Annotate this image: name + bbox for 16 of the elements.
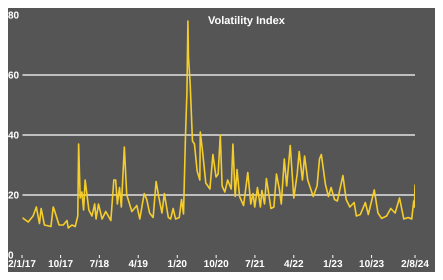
x-tick-label: 10/17	[48, 259, 74, 270]
x-tick-label: 1/23	[323, 259, 343, 270]
x-tick-label: 4/19	[128, 259, 148, 270]
x-tick-label: 4/22	[284, 259, 304, 270]
y-tick-label: 40	[8, 130, 20, 142]
x-tick-label: 2/1/17	[8, 259, 36, 270]
x-tick-label: 7/21	[245, 259, 266, 270]
x-tick-label: 7/18	[90, 259, 110, 270]
x-tick-label: 10/20	[204, 259, 230, 270]
x-tick-label: 1/20	[168, 259, 188, 270]
x-tick-label: 10/23	[359, 259, 385, 270]
x-tick-label: 2/8/24	[401, 259, 430, 270]
chart-title: Volatility Index	[208, 15, 285, 27]
y-tick-label: 20	[8, 190, 20, 202]
y-tick-label: 60	[8, 70, 20, 82]
y-tick-label: 80	[8, 10, 20, 22]
